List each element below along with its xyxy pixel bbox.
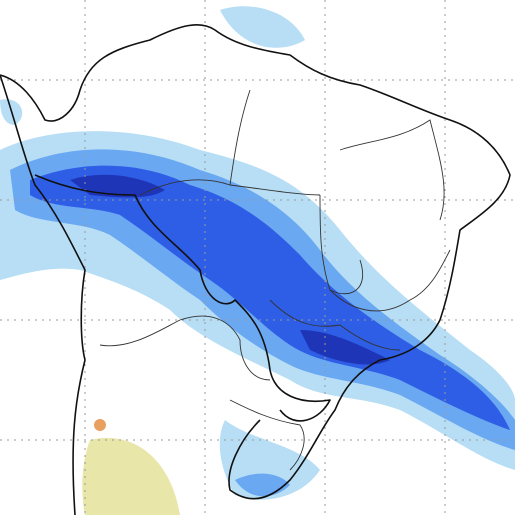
state-borders (99, 89, 451, 471)
state-border (229, 399, 305, 471)
orange-spot (94, 419, 106, 431)
very-heavy-southeast (300, 330, 390, 365)
heavy-rain-band (30, 165, 510, 430)
brazil-border (34, 174, 331, 422)
yellow-patch (82, 437, 180, 515)
light-rain-north (220, 6, 305, 48)
state-border (179, 315, 271, 381)
state-border (99, 319, 181, 347)
coastline (0, 24, 511, 500)
state-border (269, 299, 401, 351)
western-border (0, 74, 86, 515)
state-border (329, 249, 451, 312)
state-border (319, 194, 364, 295)
state-border (229, 89, 251, 186)
dry-patches (82, 419, 180, 515)
state-border (339, 119, 445, 221)
precipitation-heavy (30, 165, 510, 430)
